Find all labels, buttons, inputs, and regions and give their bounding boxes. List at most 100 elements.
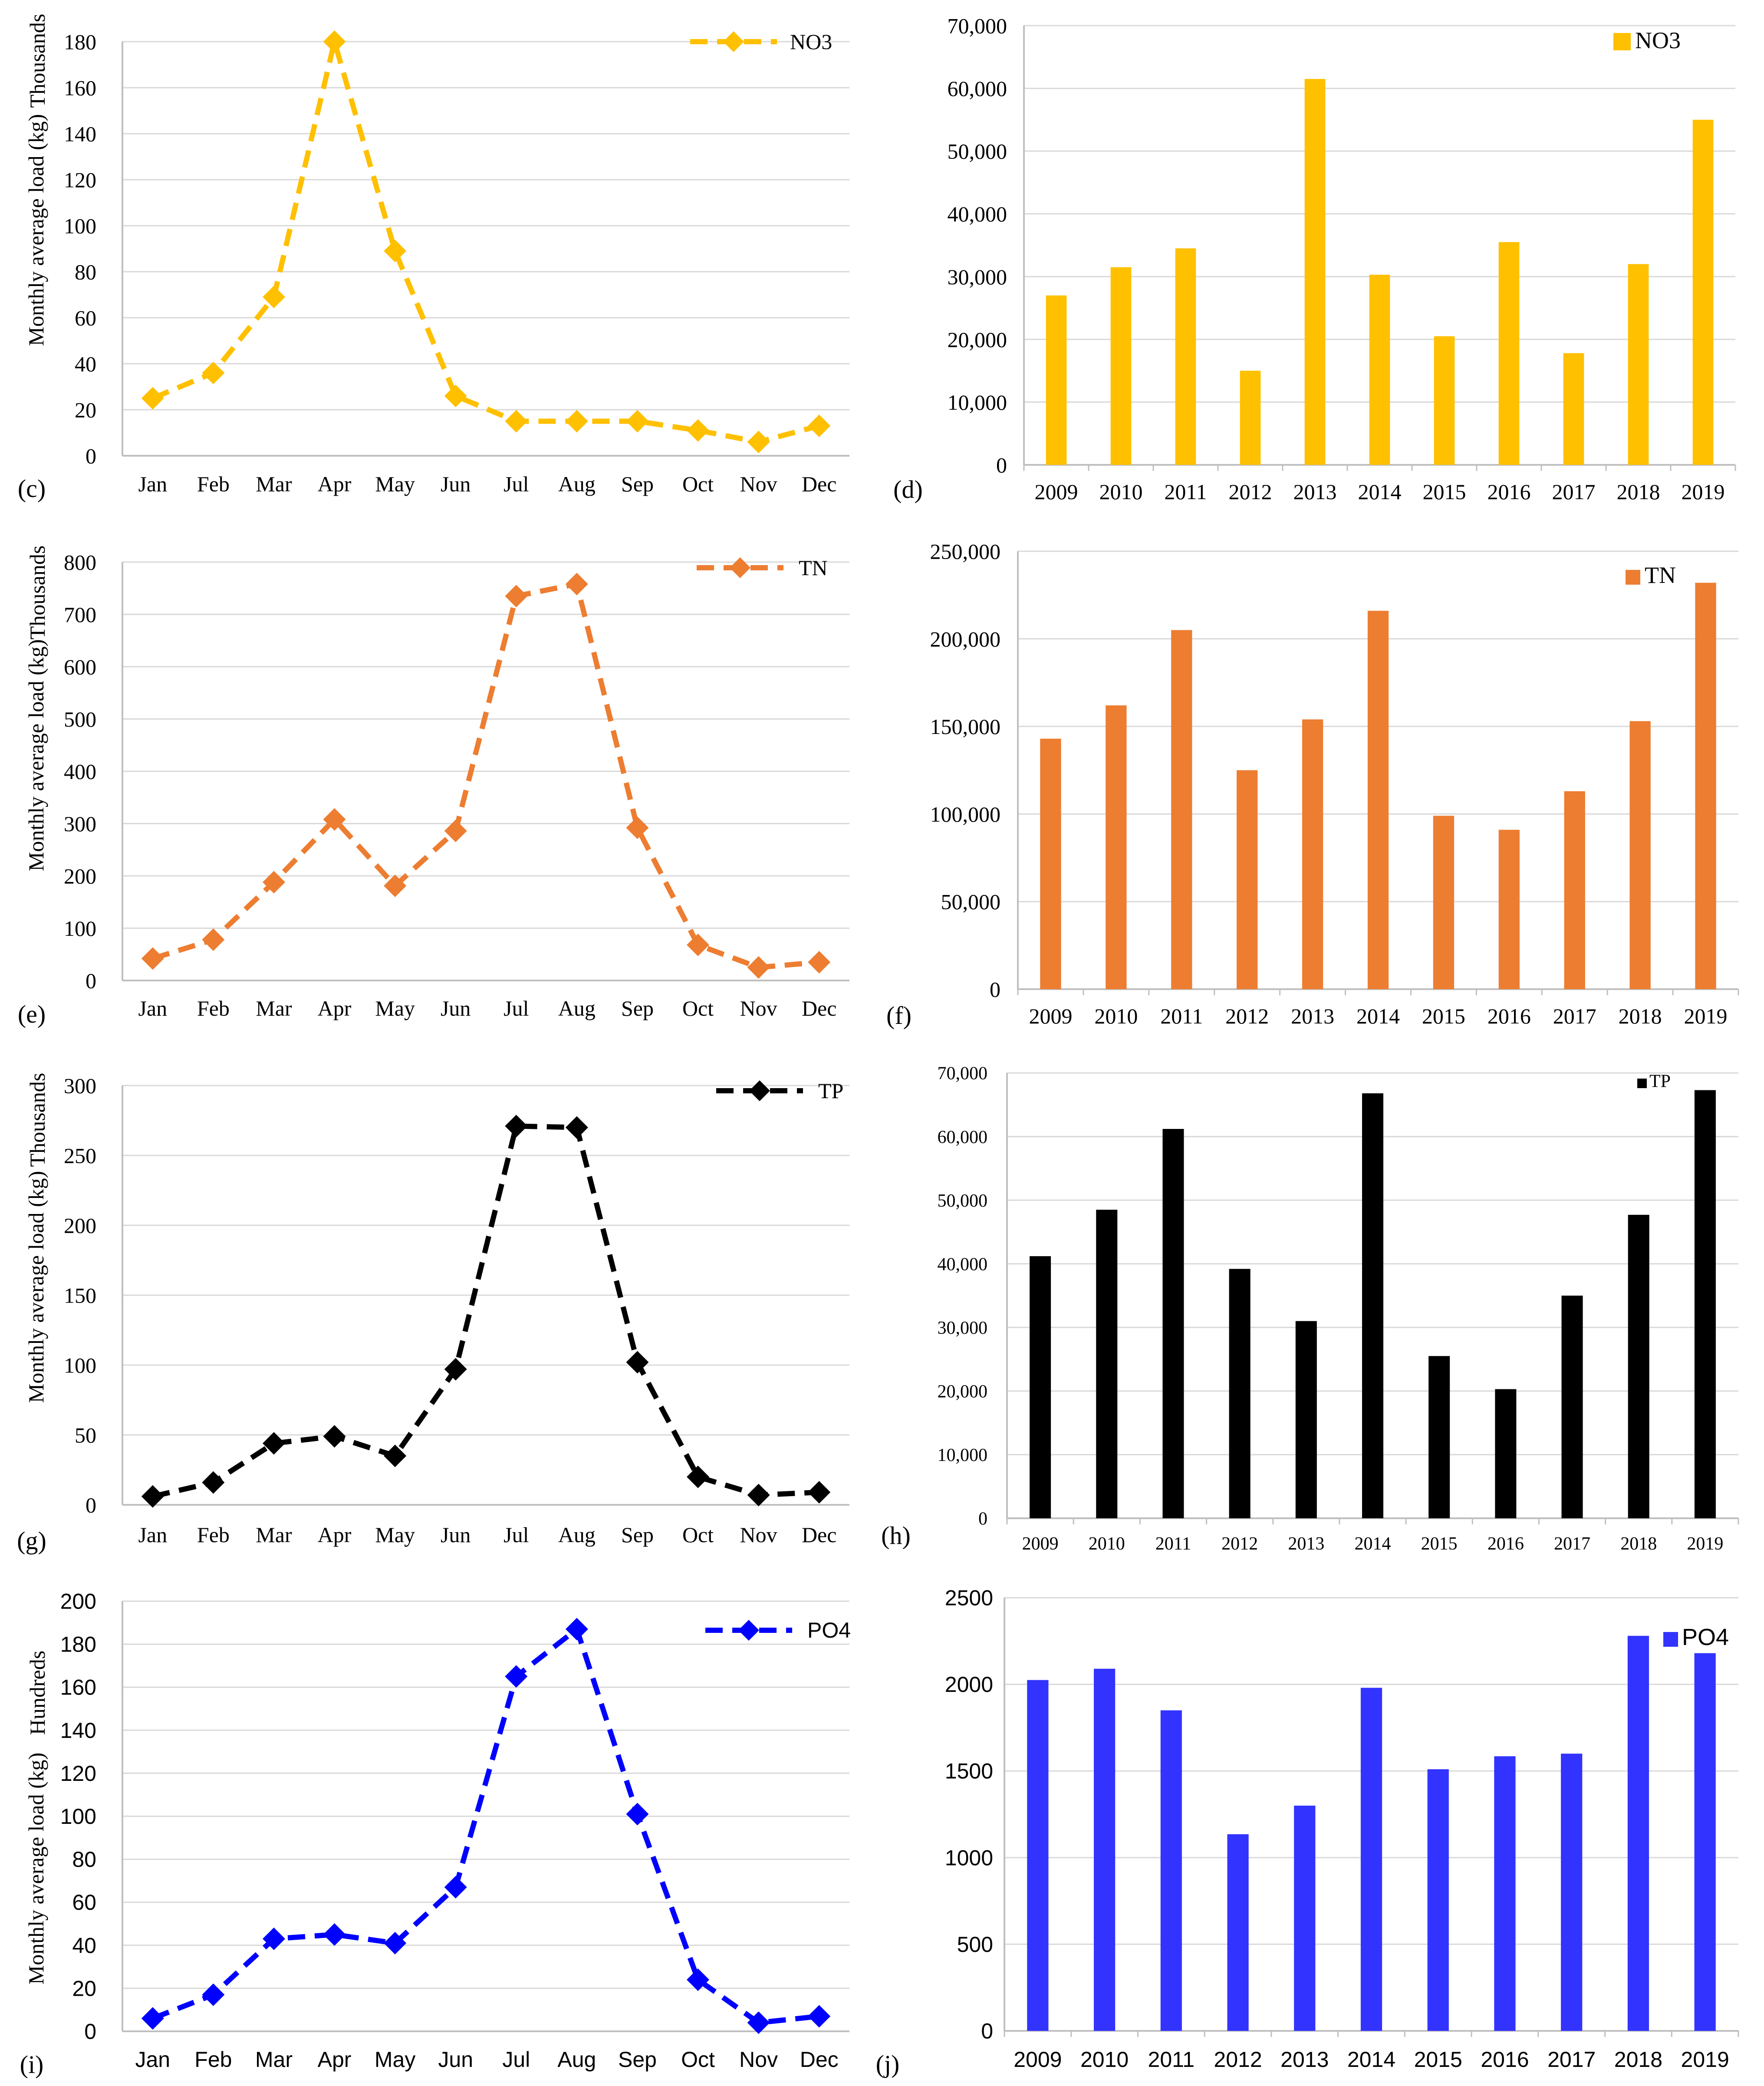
y-tick-label: 0 [86, 1493, 96, 1517]
data-point-marker [384, 240, 407, 263]
y-tick-label: 300 [64, 812, 96, 836]
x-tick-label: 2012 [1225, 1004, 1269, 1028]
x-tick-label: Mar [255, 2047, 293, 2072]
x-tick-label: 2015 [1414, 2047, 1462, 2072]
x-tick-label: 2017 [1553, 1004, 1596, 1028]
data-point-marker [262, 286, 285, 309]
bar [1367, 611, 1389, 989]
x-tick-label: 2014 [1356, 1004, 1400, 1028]
chart-c: 0 20 40 60 80 100 120 140 160 180 Jan Feb Mar Apr May J… [18, 14, 849, 503]
x-tick-label: Nov [740, 1523, 777, 1547]
y-axis-title: Monthly average load (kg) [24, 114, 48, 346]
x-tick-label: Mar [256, 996, 292, 1020]
data-point-marker [323, 1923, 346, 1946]
y-tick-label: 70,000 [948, 14, 1007, 38]
data-point-marker [384, 874, 407, 897]
bar [1030, 1256, 1051, 1518]
x-tick-label: 2013 [1293, 480, 1337, 504]
x-tick-label: 2017 [1554, 1534, 1590, 1554]
data-point-marker [505, 585, 528, 608]
panel-label: (h) [881, 1521, 911, 1550]
x-tick-label: Mar [256, 472, 292, 496]
x-tick-label: 2009 [1029, 1004, 1072, 1028]
x-tick-label: 2013 [1291, 1004, 1334, 1028]
bar [1046, 295, 1067, 465]
y-tick-label: 160 [60, 1675, 96, 1700]
chart-j: 0 500 1000 1500 2000 2500 2009 2010 2011 2012 2013… [876, 1586, 1739, 2078]
panel-label: (j) [876, 2050, 900, 2078]
y-tick-label: 60 [75, 306, 96, 330]
bar [1628, 264, 1649, 465]
bar [1175, 248, 1196, 465]
y-tick-label: 0 [981, 2019, 993, 2043]
data-point-marker [626, 816, 649, 839]
y-tick-label: 600 [64, 655, 96, 679]
x-tick-label: Jun [441, 472, 471, 496]
x-tick-label: Aug [557, 2047, 596, 2072]
legend-marker-swatch [730, 557, 750, 578]
data-point-marker [808, 1481, 831, 1504]
x-tick-label: Jun [438, 2047, 473, 2072]
x-tick-label: Jun [441, 996, 471, 1020]
x-tick-label: Apr [318, 472, 352, 496]
y-tick-label: 200 [64, 1214, 96, 1238]
legend-label: TP [1649, 1071, 1671, 1091]
y-tick-label: 10,000 [948, 390, 1007, 415]
y-tick-label: 0 [84, 2020, 96, 2044]
data-point-marker [141, 947, 164, 970]
y-tick-label: 120 [60, 1761, 96, 1786]
y-tick-label: 20,000 [948, 327, 1007, 352]
x-tick-label: 2016 [1488, 1004, 1531, 1028]
y-tick-label: 20 [75, 398, 96, 422]
bar [1110, 267, 1132, 465]
data-point-marker [444, 1876, 467, 1899]
data-point-marker [202, 362, 225, 385]
x-tick-label: 2012 [1214, 2047, 1262, 2072]
x-tick-label: 2018 [1614, 2047, 1662, 2072]
x-tick-label: 2018 [1620, 1534, 1657, 1554]
x-tick-label: May [375, 2047, 415, 2072]
x-tick-label: May [375, 472, 415, 496]
data-point-marker [141, 1485, 164, 1508]
x-tick-label: 2014 [1355, 1534, 1391, 1554]
bar [1629, 721, 1651, 989]
x-tick-label: 2010 [1080, 2047, 1129, 2072]
legend-marker-swatch [723, 31, 744, 52]
x-tick-label: Dec [802, 996, 837, 1020]
x-tick-label: Jul [504, 1523, 529, 1547]
data-point-marker [808, 415, 831, 438]
y-tick-label: 80 [75, 260, 96, 284]
y-axis-title: Monthly average load (kg) [24, 1171, 48, 1403]
y-tick-label: 0 [86, 444, 96, 468]
x-tick-label: Oct [682, 1523, 714, 1547]
data-point-marker [384, 1931, 407, 1954]
x-tick-label: 2009 [1014, 2047, 1062, 2072]
x-tick-label: 2016 [1488, 480, 1531, 504]
bar [1561, 1296, 1583, 1518]
x-tick-label: Jul [504, 996, 529, 1020]
series-line [152, 1123, 819, 1499]
y-tick-label: 500 [64, 707, 96, 731]
bar [1162, 1129, 1184, 1518]
legend-color-swatch [1626, 570, 1640, 585]
data-point-marker [505, 1665, 528, 1688]
x-tick-label: Dec [802, 472, 837, 496]
legend: PO4 [1663, 1624, 1729, 1650]
bar [1694, 1090, 1716, 1518]
legend-label: TN [1645, 562, 1676, 588]
bar [1040, 738, 1061, 989]
legend-label: NO3 [1635, 27, 1681, 53]
data-point-marker [747, 956, 770, 979]
legend-color-swatch [1637, 1079, 1647, 1088]
x-tick-label: 2011 [1155, 1534, 1191, 1554]
chart-e: 0 100 200 300 400 500 600 700 800 Jan Feb Mar Apr May… [18, 546, 849, 1028]
data-point-marker [262, 1432, 285, 1455]
bar [1229, 1269, 1251, 1518]
y-axis-unit-label: Thousands [25, 14, 49, 108]
legend-label: TN [799, 556, 828, 580]
x-tick-label: 2013 [1288, 1534, 1324, 1554]
x-tick-label: 2009 [1035, 480, 1078, 504]
x-tick-label: Apr [318, 1523, 352, 1547]
x-tick-label: Mar [256, 1523, 292, 1547]
data-point-marker [565, 1116, 588, 1139]
